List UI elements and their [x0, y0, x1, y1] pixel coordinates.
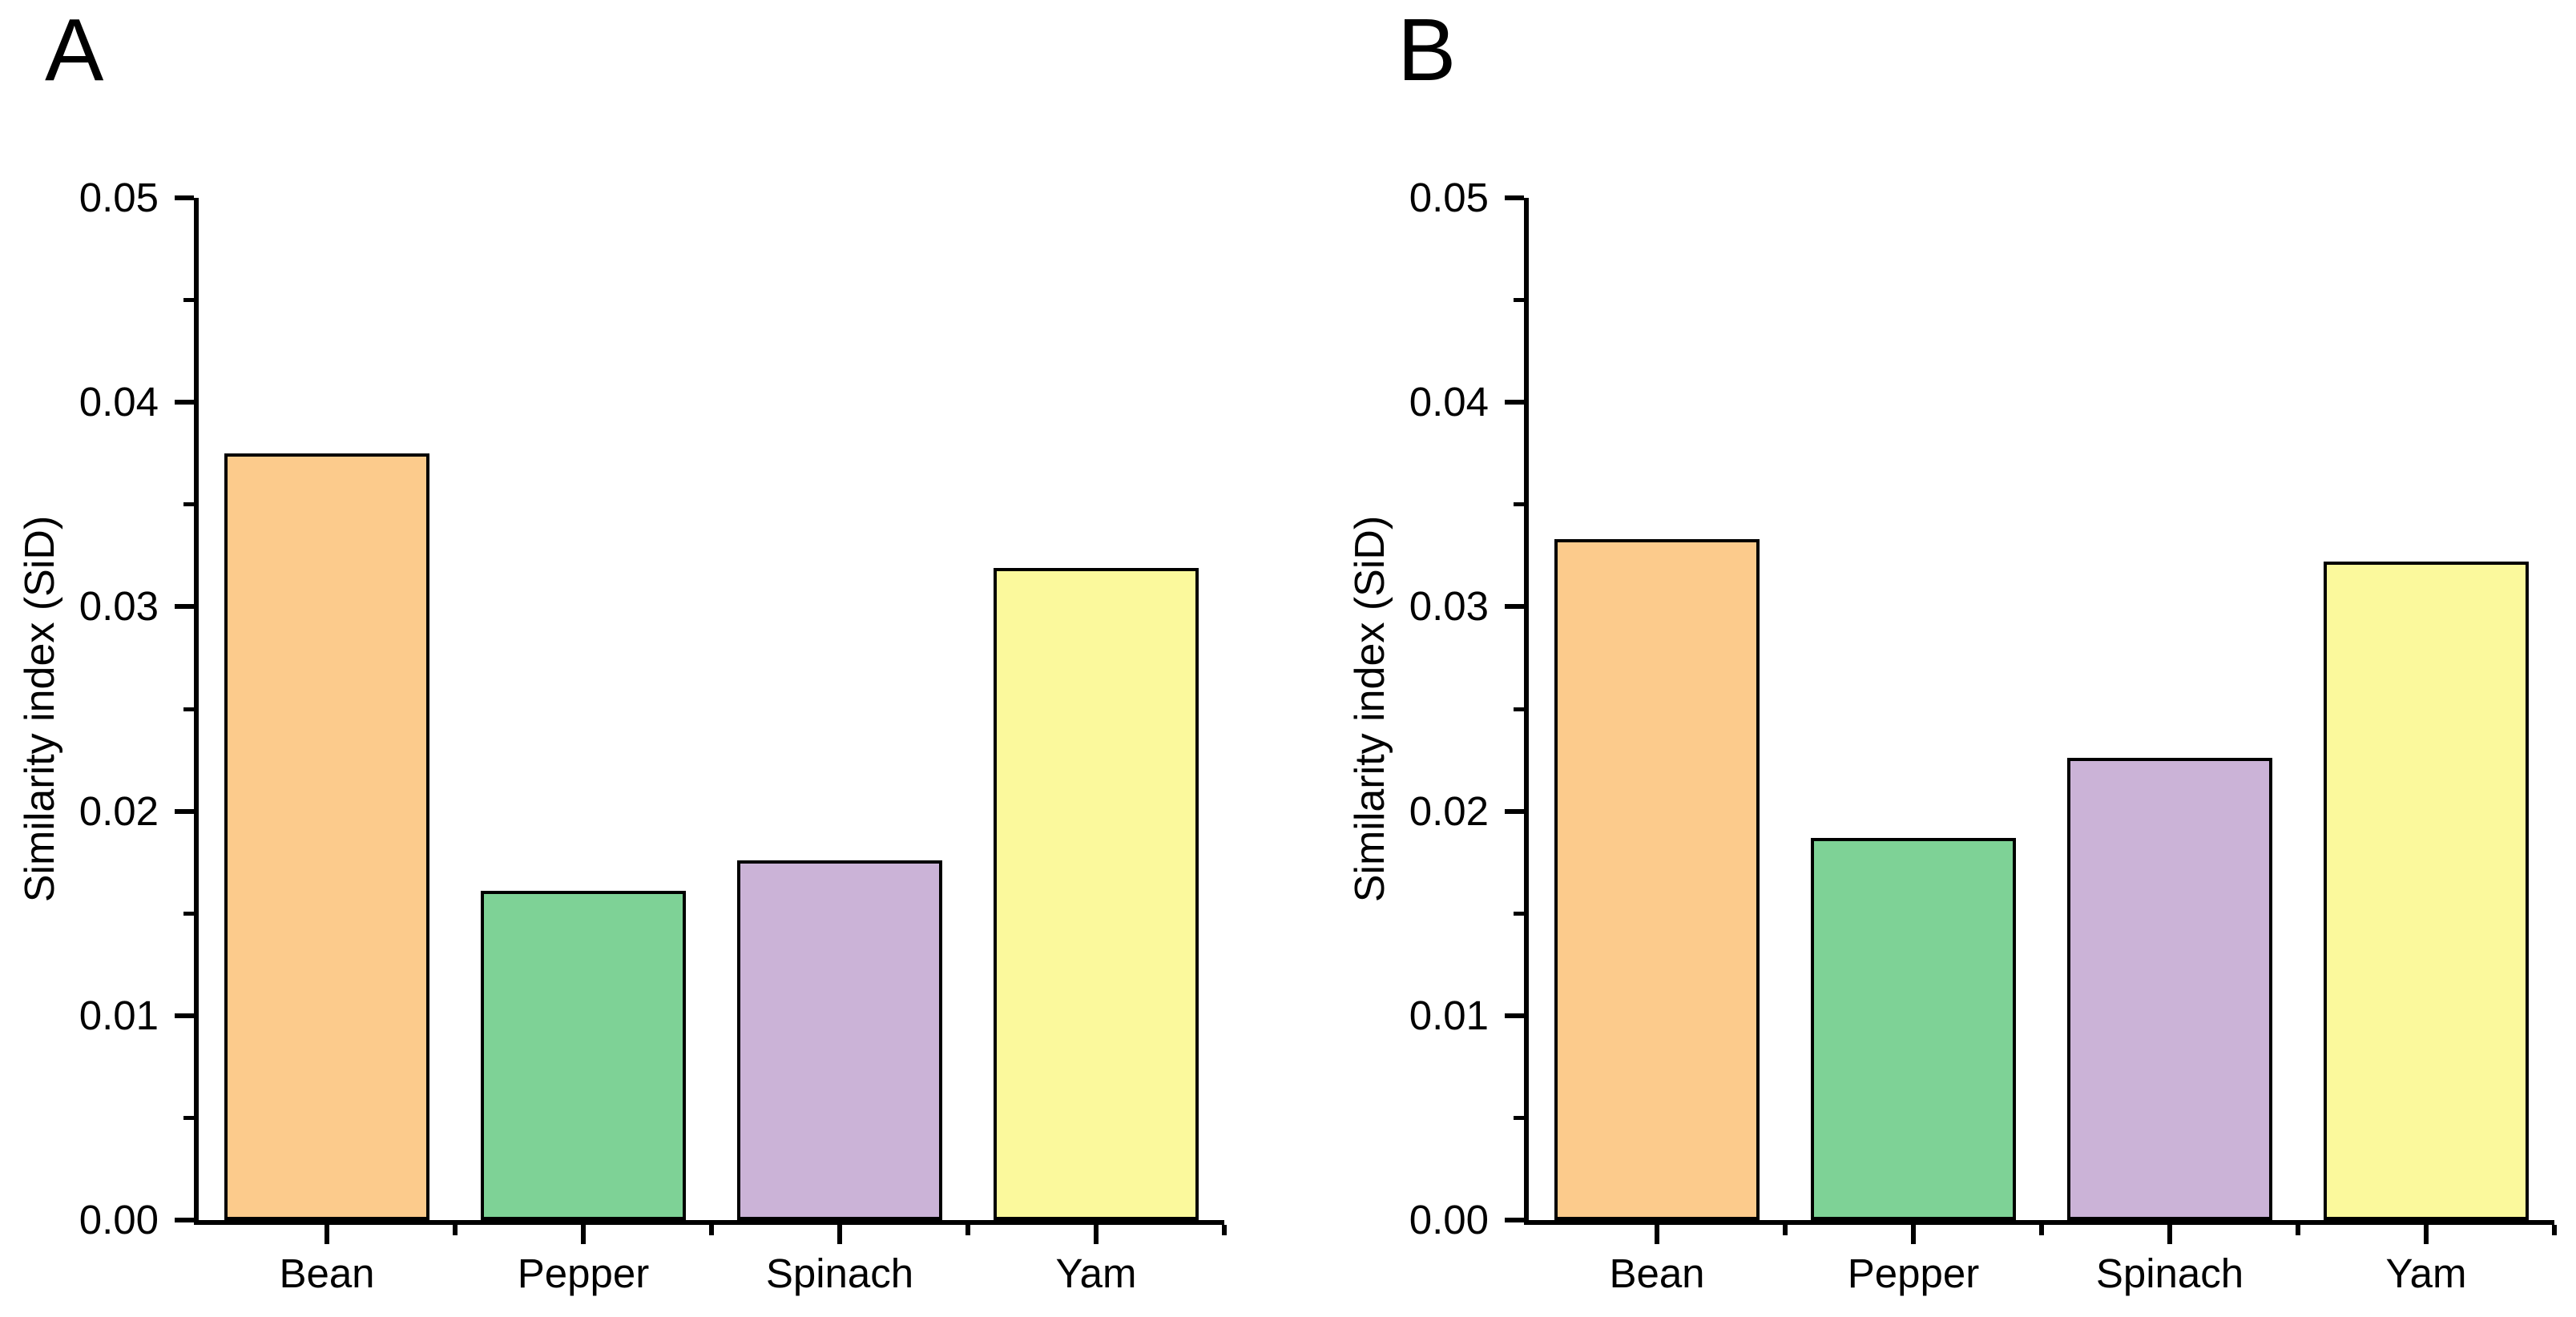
- bar-yam: [994, 568, 1199, 1220]
- y-minor-tick: [1514, 502, 1524, 507]
- x-major-tick: [581, 1225, 586, 1244]
- y-tick-label: 0.05: [1409, 175, 1489, 220]
- bar-yam: [2324, 562, 2529, 1220]
- y-tick-label: 0.00: [79, 1197, 159, 1242]
- panel-b-plot-area: [1524, 198, 2554, 1225]
- bar-bean: [1554, 539, 1760, 1220]
- y-minor-tick: [1514, 707, 1524, 711]
- y-minor-tick: [183, 911, 194, 916]
- y-minor-tick: [1514, 298, 1524, 303]
- bar-spinach: [737, 860, 942, 1220]
- y-major-tick: [175, 808, 194, 814]
- y-tick-label: 0.01: [79, 992, 159, 1038]
- x-minor-tick: [2552, 1225, 2557, 1235]
- bar-spinach: [2067, 758, 2272, 1220]
- y-tick-label: 0.03: [79, 583, 159, 630]
- x-major-tick: [837, 1225, 842, 1244]
- y-minor-tick: [183, 1115, 194, 1120]
- y-major-tick: [1505, 808, 1524, 814]
- y-tick-label: 0.02: [79, 787, 159, 834]
- y-tick-label: 0.04: [79, 379, 159, 425]
- x-minor-tick: [1783, 1225, 1788, 1235]
- x-major-tick: [325, 1225, 329, 1244]
- y-major-tick: [175, 1218, 194, 1222]
- x-minor-tick: [2296, 1225, 2300, 1235]
- panel-b-y-axis-title: Similarity index (SiD): [1347, 515, 1393, 903]
- y-tick-label: 0.03: [1409, 583, 1489, 630]
- x-category-label: Pepper: [517, 1251, 650, 1296]
- x-major-tick: [1094, 1225, 1099, 1244]
- x-minor-tick: [453, 1225, 458, 1235]
- y-major-tick: [1505, 195, 1524, 200]
- x-minor-tick: [965, 1225, 970, 1235]
- y-major-tick: [175, 604, 194, 610]
- y-major-tick: [1505, 1218, 1524, 1222]
- bar-pepper: [1811, 838, 2016, 1220]
- x-major-tick: [2167, 1225, 2172, 1244]
- y-major-tick: [175, 400, 194, 405]
- y-major-tick: [1505, 1013, 1524, 1018]
- x-category-label: Yam: [2385, 1251, 2467, 1296]
- x-category-label: Yam: [1055, 1251, 1137, 1296]
- y-minor-tick: [1514, 911, 1524, 916]
- y-tick-label: 0.04: [1409, 379, 1489, 425]
- y-major-tick: [1505, 400, 1524, 405]
- panel-a-plot-area: [194, 198, 1224, 1225]
- y-tick-label: 0.02: [1409, 787, 1489, 834]
- y-major-tick: [1505, 604, 1524, 610]
- y-tick-label: 0.01: [1409, 992, 1489, 1038]
- x-minor-tick: [1222, 1225, 1227, 1235]
- x-category-label: Pepper: [1847, 1251, 1980, 1296]
- x-category-label: Spinach: [765, 1251, 914, 1296]
- x-minor-tick: [2039, 1225, 2044, 1235]
- x-category-label: Bean: [279, 1251, 375, 1296]
- y-tick-label: 0.00: [1409, 1197, 1489, 1242]
- y-minor-tick: [1514, 1115, 1524, 1120]
- x-major-tick: [1655, 1225, 1659, 1244]
- y-minor-tick: [183, 298, 194, 303]
- y-minor-tick: [183, 502, 194, 507]
- x-category-label: Bean: [1609, 1251, 1705, 1296]
- y-major-tick: [175, 195, 194, 200]
- x-major-tick: [2424, 1225, 2429, 1244]
- panel-b-letter: B: [1397, 1, 1457, 99]
- y-minor-tick: [183, 707, 194, 711]
- bar-pepper: [481, 891, 686, 1220]
- x-minor-tick: [709, 1225, 714, 1235]
- x-category-label: Spinach: [2095, 1251, 2244, 1296]
- panel-a-letter: A: [45, 1, 104, 99]
- x-major-tick: [1911, 1225, 1916, 1244]
- y-tick-label: 0.05: [79, 175, 159, 220]
- y-major-tick: [175, 1013, 194, 1018]
- bar-bean: [224, 453, 429, 1220]
